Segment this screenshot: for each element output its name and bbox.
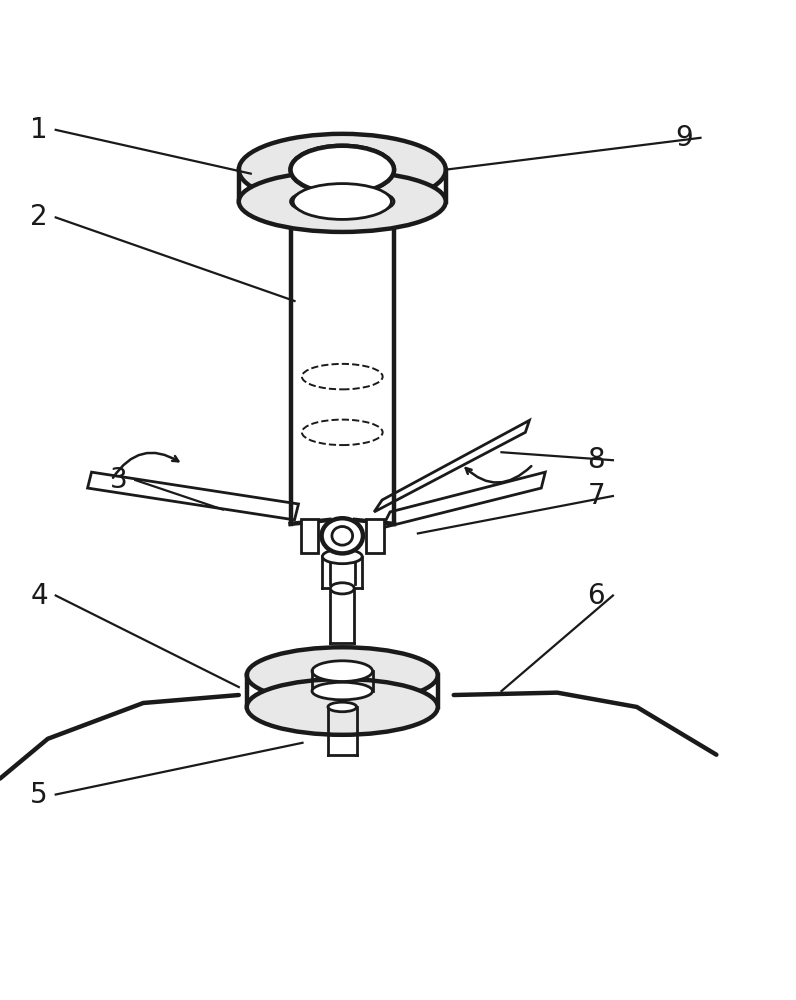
Ellipse shape: [312, 682, 373, 700]
Polygon shape: [382, 472, 545, 528]
Text: 9: 9: [675, 124, 693, 152]
Ellipse shape: [330, 583, 354, 594]
Text: 5: 5: [30, 781, 48, 809]
Bar: [301, 519, 318, 553]
Polygon shape: [88, 472, 298, 520]
Ellipse shape: [239, 171, 446, 232]
Ellipse shape: [322, 518, 363, 553]
Polygon shape: [374, 420, 529, 512]
Ellipse shape: [247, 679, 438, 735]
Text: 8: 8: [587, 446, 605, 474]
Text: 4: 4: [30, 582, 48, 610]
Text: 1: 1: [30, 116, 48, 144]
Ellipse shape: [291, 146, 394, 194]
Text: 7: 7: [587, 482, 605, 510]
Bar: [366, 519, 384, 553]
Ellipse shape: [291, 187, 394, 216]
Ellipse shape: [328, 702, 357, 712]
Text: 2: 2: [30, 203, 48, 231]
Ellipse shape: [312, 661, 373, 681]
Ellipse shape: [293, 184, 392, 219]
Text: 3: 3: [110, 466, 127, 494]
Ellipse shape: [291, 146, 394, 194]
Ellipse shape: [239, 134, 446, 205]
Ellipse shape: [322, 549, 362, 564]
Text: 6: 6: [587, 582, 605, 610]
Ellipse shape: [247, 647, 438, 703]
